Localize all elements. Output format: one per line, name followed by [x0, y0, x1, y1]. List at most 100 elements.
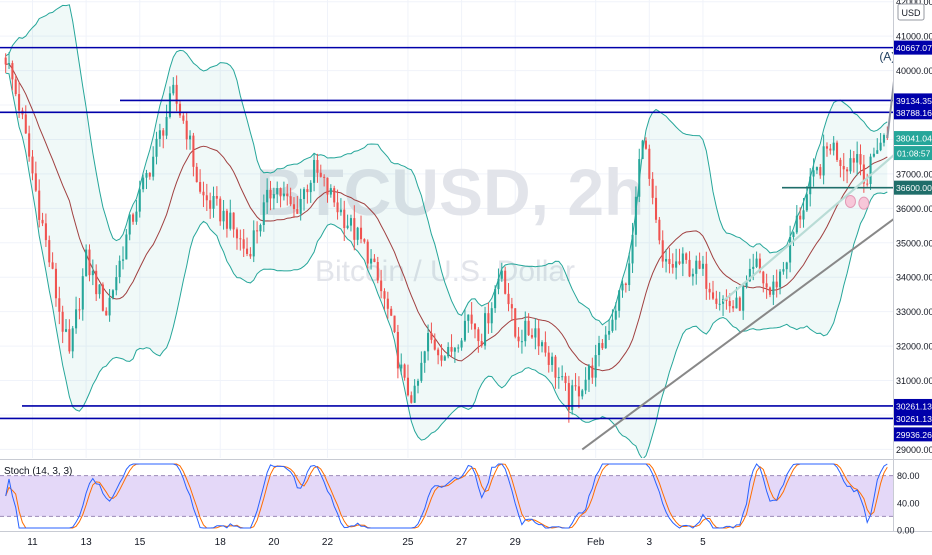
candle-body: [715, 298, 718, 304]
candle-body: [24, 114, 27, 134]
candle-body: [517, 336, 520, 342]
candle-body: [329, 188, 332, 195]
candle-body: [31, 156, 34, 174]
candle-body: [849, 158, 852, 172]
support-mark: [844, 194, 856, 208]
candle-body: [259, 225, 262, 232]
candle-body: [85, 249, 88, 277]
candle-body: [467, 314, 470, 321]
candle-body: [742, 286, 745, 311]
candle-body: [416, 380, 420, 386]
price-tick-label: 34000.00: [896, 273, 932, 283]
price-axis[interactable]: 29000.0030000.0031000.0032000.0033000.00…: [896, 0, 932, 455]
candle-body: [289, 196, 292, 205]
price-tag-label: 36600.00: [896, 183, 932, 193]
candle-body: [748, 268, 751, 282]
candle-body: [497, 278, 500, 290]
time-tick-label: 25: [402, 537, 414, 548]
candle-body: [158, 130, 161, 139]
stoch-band: [0, 475, 893, 517]
candle-body: [266, 189, 269, 203]
candle-body: [71, 328, 74, 352]
trendline[interactable]: [722, 146, 904, 303]
candle-body: [370, 258, 373, 264]
candle-body: [735, 297, 738, 309]
candle-body: [142, 177, 145, 190]
candle-body: [802, 210, 805, 220]
candle-body: [34, 173, 37, 191]
candle-body: [604, 334, 607, 349]
candle-body: [88, 249, 91, 276]
candle-body: [212, 196, 215, 209]
candle-body: [554, 356, 557, 378]
time-tick-label: 18: [215, 537, 227, 548]
candle-body: [665, 258, 668, 262]
price-tick-label: 35000.00: [896, 238, 932, 248]
time-axis[interactable]: 11 13 15 18 20 22 25 27 29 Feb 3 5: [27, 537, 706, 548]
candle-body: [490, 308, 493, 324]
candle-body: [500, 270, 503, 279]
candle-body: [235, 229, 239, 239]
candle-body: [829, 148, 832, 151]
candle-body: [815, 167, 818, 171]
price-tag: [894, 411, 932, 426]
candle-body: [859, 154, 862, 165]
candle-body: [701, 263, 704, 269]
candle-body: [551, 356, 554, 365]
candle-body: [480, 341, 483, 346]
candle-body: [353, 218, 356, 240]
candle-body: [567, 383, 570, 410]
candle-body: [309, 182, 312, 193]
candle-body: [510, 304, 513, 309]
candle-body: [631, 234, 634, 264]
candle-body: [232, 212, 235, 230]
candle-body: [812, 170, 815, 177]
price-tag-label: 30261.13: [896, 401, 932, 411]
candle-body: [544, 342, 547, 353]
wave-forecast-path[interactable]: [886, 12, 917, 139]
price-tick-label: 32000.00: [896, 342, 932, 352]
candle-body: [219, 198, 222, 222]
candle-body: [795, 215, 798, 233]
candle-body: [745, 281, 748, 287]
candle-body: [282, 193, 285, 197]
candle-body: [323, 176, 326, 178]
candle-body: [755, 258, 758, 267]
candle-body: [195, 166, 198, 183]
price-tag-label: 38788.16: [896, 108, 932, 118]
price-tag-label: 39134.35: [896, 96, 932, 106]
bollinger-basis-line: [5, 63, 888, 372]
candle-body: [792, 232, 795, 238]
trendlines[interactable]: [581, 146, 917, 451]
support-mark: [858, 196, 870, 210]
candle-body: [101, 284, 104, 311]
price-tag: [894, 427, 932, 442]
currency-badge[interactable]: USD: [897, 3, 925, 21]
time-tick-label: Feb: [587, 537, 605, 548]
candle-body: [658, 219, 661, 241]
trendline[interactable]: [581, 201, 917, 451]
candle-body: [346, 225, 349, 229]
candle-body: [313, 159, 316, 183]
main-grid: [0, 0, 893, 458]
candle-body: [105, 310, 108, 316]
candles: [4, 52, 889, 423]
candle-body: [591, 365, 594, 378]
candle-body: [44, 223, 47, 241]
price-labels: 40667.07 39134.35 38788.16 38041.04 36600.00…: [894, 40, 932, 442]
candle-body: [393, 315, 396, 332]
time-tick-label: 29: [510, 537, 522, 548]
stoch-axis[interactable]: 0.00 40.00 80.00: [897, 471, 920, 535]
candle-body: [879, 142, 882, 151]
horizontal-levels[interactable]: [0, 46, 893, 420]
candle-body: [711, 292, 715, 299]
candle-body: [316, 159, 319, 173]
candle-body: [447, 346, 450, 357]
candle-body: [155, 138, 158, 157]
candle-body: [460, 340, 463, 348]
candle-body: [457, 347, 460, 349]
price-tag: [894, 131, 932, 146]
candle-body: [403, 364, 406, 378]
